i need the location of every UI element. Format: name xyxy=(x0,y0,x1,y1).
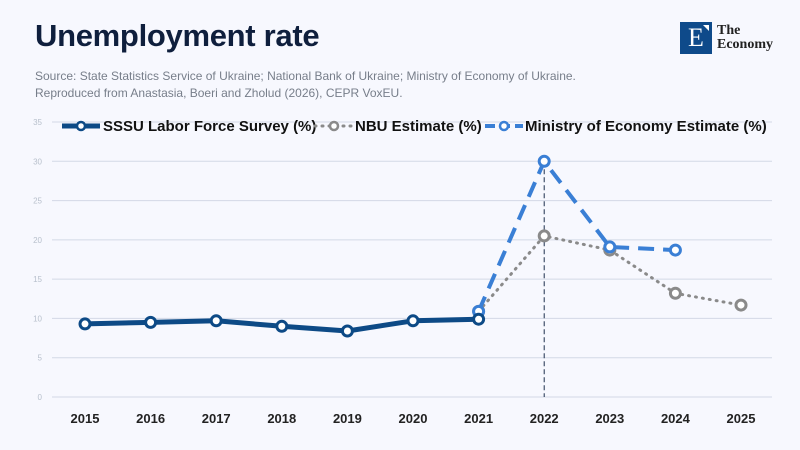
logo-text: The Economy xyxy=(717,23,773,52)
data-point xyxy=(603,240,617,254)
x-tick-label: 2025 xyxy=(727,411,756,426)
y-tick-label: 25 xyxy=(33,197,42,206)
data-point xyxy=(668,243,682,257)
y-tick-label: 0 xyxy=(38,393,43,402)
data-point xyxy=(144,315,158,329)
y-tick-label: 20 xyxy=(33,236,42,245)
x-tick-label: 2020 xyxy=(399,411,428,426)
x-tick-label: 2023 xyxy=(595,411,624,426)
the-economy-logo: E The Economy xyxy=(680,22,773,54)
y-tick-label: 15 xyxy=(33,275,42,284)
data-point xyxy=(78,317,92,331)
y-tick-label: 5 xyxy=(38,354,43,363)
legend-label: SSSU Labor Force Survey (%) xyxy=(103,118,316,135)
y-tick-label: 30 xyxy=(33,157,42,166)
x-tick-label: 2022 xyxy=(530,411,559,426)
legend-label: NBU Estimate (%) xyxy=(355,118,482,135)
x-tick-label: 2019 xyxy=(333,411,362,426)
x-tick-label: 2017 xyxy=(202,411,231,426)
x-tick-label: 2016 xyxy=(136,411,165,426)
source-line: Source: State Statistics Service of Ukra… xyxy=(35,69,576,83)
x-tick-label: 2015 xyxy=(71,411,100,426)
logo-mark: E xyxy=(680,22,712,54)
legend-marker xyxy=(75,120,87,132)
chart-title: Unemployment rate xyxy=(35,18,320,53)
data-point xyxy=(209,314,223,328)
data-point xyxy=(537,229,551,243)
data-point xyxy=(406,314,420,328)
x-tick-label: 2024 xyxy=(661,411,691,426)
source-line: Reproduced from Anastasia, Boeri and Zho… xyxy=(35,86,403,100)
data-point xyxy=(472,312,486,326)
data-point xyxy=(340,324,354,338)
data-point xyxy=(668,286,682,300)
y-tick-label: 10 xyxy=(33,314,42,323)
legend-label: Ministry of Economy Estimate (%) xyxy=(525,118,767,135)
x-tick-label: 2021 xyxy=(464,411,493,426)
series-line-2 xyxy=(476,159,676,313)
source-note: Source: State Statistics Service of Ukra… xyxy=(35,68,576,102)
x-tick-label: 2018 xyxy=(267,411,296,426)
data-point xyxy=(537,154,551,168)
legend-marker xyxy=(328,120,340,132)
data-point xyxy=(734,298,748,312)
legend-marker xyxy=(498,120,510,132)
data-point xyxy=(275,319,289,333)
y-tick-label: 35 xyxy=(33,118,42,127)
